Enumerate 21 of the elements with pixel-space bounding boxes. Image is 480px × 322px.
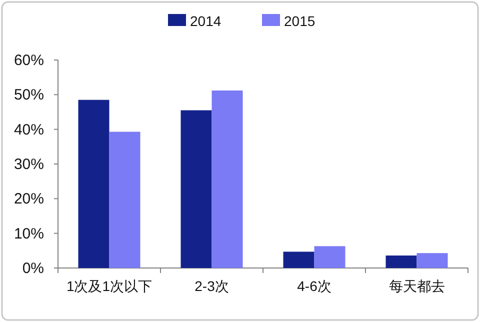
bar [283,252,314,268]
bar [314,246,346,268]
x-tick-label: 2-3次 [194,278,229,294]
bar [416,253,448,268]
legend-label: 2014 [190,13,222,29]
x-tick-label: 每天都去 [388,278,445,294]
y-tick-label: 50% [14,86,44,104]
y-tick-label: 0% [22,260,44,277]
y-tick-label: 10% [14,225,44,242]
bar [212,90,243,268]
bar [109,132,140,268]
y-tick-label: 20% [14,190,44,208]
y-tick-label: 40% [14,121,44,138]
bar [78,100,110,268]
legend-label: 2015 [284,13,316,29]
x-tick-label: 4-6次 [297,278,332,294]
y-tick-label: 30% [14,156,44,173]
bar [180,110,212,268]
y-tick-label: 60% [14,52,44,69]
bar [386,256,417,268]
x-tick-label: 1次及1次以下 [66,278,152,294]
